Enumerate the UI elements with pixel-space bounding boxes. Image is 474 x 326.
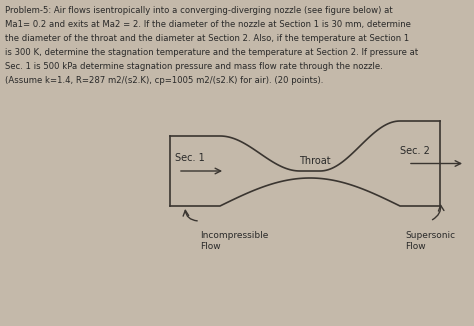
Text: is 300 K, determine the stagnation temperature and the temperature at Section 2.: is 300 K, determine the stagnation tempe… [5, 48, 418, 57]
Text: Incompressible
Flow: Incompressible Flow [200, 231, 268, 251]
Text: Sec. 2: Sec. 2 [400, 145, 430, 156]
Text: Sec. 1: Sec. 1 [175, 153, 205, 163]
Text: Sec. 1 is 500 kPa determine stagnation pressure and mass flow rate through the n: Sec. 1 is 500 kPa determine stagnation p… [5, 62, 383, 71]
Text: Ma1= 0.2 and exits at Ma2 = 2. If the diameter of the nozzle at Section 1 is 30 : Ma1= 0.2 and exits at Ma2 = 2. If the di… [5, 20, 411, 29]
Text: (Assume k=1.4, R=287 m2/(s2.K), cp=1005 m2/(s2.K) for air). (20 points).: (Assume k=1.4, R=287 m2/(s2.K), cp=1005 … [5, 76, 323, 85]
Text: Problem-5: Air flows isentropically into a converging-diverging nozzle (see figu: Problem-5: Air flows isentropically into… [5, 6, 393, 15]
Text: Throat: Throat [299, 156, 331, 166]
Text: Supersonic
Flow: Supersonic Flow [405, 231, 455, 251]
Text: the diameter of the throat and the diameter at Section 2. Also, if the temperatu: the diameter of the throat and the diame… [5, 34, 409, 43]
